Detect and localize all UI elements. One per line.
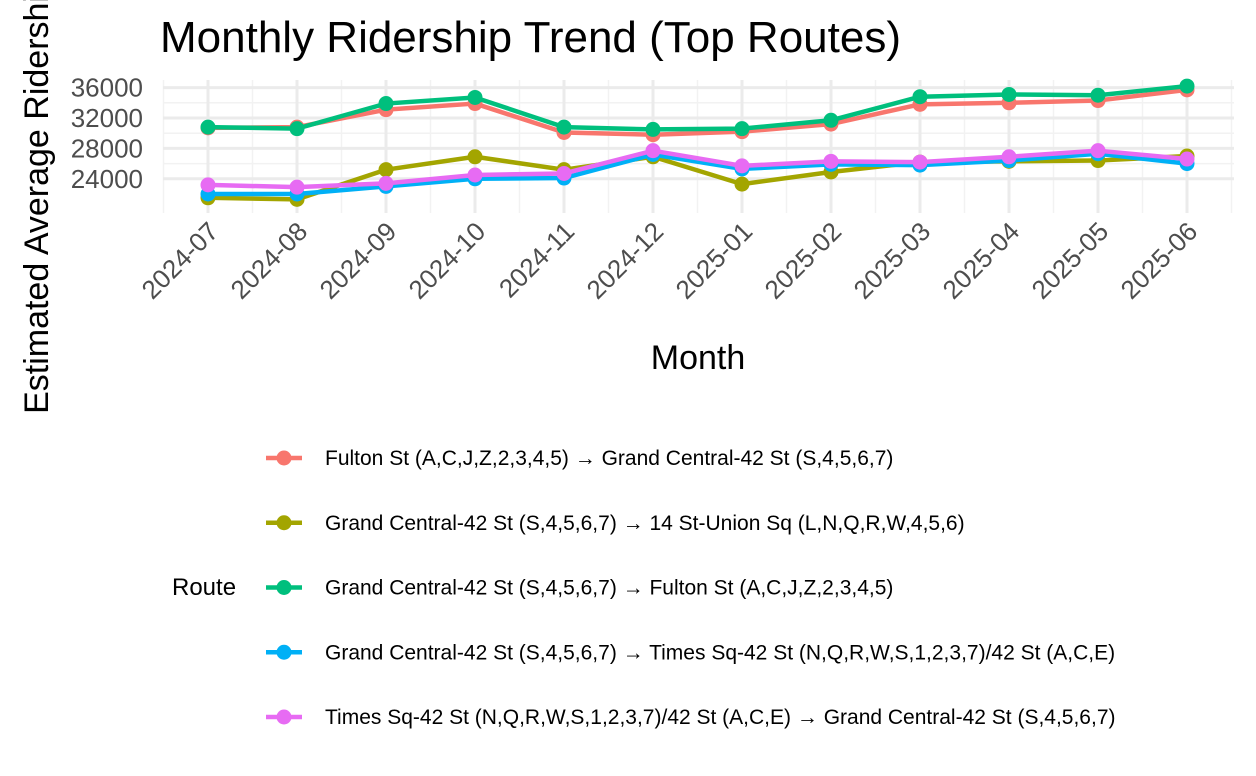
legend-title: Route <box>172 574 236 601</box>
x-tick-label: 2024-12 <box>581 216 670 305</box>
x-tick-label: 2024-11 <box>493 216 580 303</box>
data-point <box>823 153 839 169</box>
data-point <box>1001 86 1017 102</box>
x-tick-label: 2025-01 <box>670 216 759 305</box>
y-tick-label: 24000 <box>71 164 143 194</box>
legend-key-point <box>276 644 292 660</box>
series-line <box>207 148 1188 190</box>
series-lines <box>200 78 1195 207</box>
data-point <box>1001 149 1017 165</box>
x-tick-label: 2024-10 <box>403 216 492 305</box>
data-point <box>467 167 483 183</box>
data-point <box>823 112 839 128</box>
x-tick-label: 2025-03 <box>848 216 937 305</box>
y-tick-label: 36000 <box>71 73 143 103</box>
data-point <box>1179 78 1195 94</box>
series-4 <box>200 143 1195 195</box>
x-axis-ticks: 2024-07 2024-08 2024-09 2024-10 2024-11 2024-… <box>136 216 1204 305</box>
data-point <box>467 89 483 105</box>
legend-label: Fulton St (A,C,J,Z,2,3,4,5) → Grand Cent… <box>325 447 893 470</box>
legend-entry: Fulton St (A,C,J,Z,2,3,4,5) → Grand Cent… <box>266 447 893 470</box>
data-point <box>1179 151 1195 167</box>
legend-label: Grand Central-42 St (S,4,5,6,7) → Fulton… <box>325 577 893 600</box>
legend-entry: Grand Central-42 St (S,4,5,6,7) → Fulton… <box>266 577 893 600</box>
legend-key-point <box>276 580 292 595</box>
data-point <box>645 143 661 159</box>
legend-label: Grand Central-42 St (S,4,5,6,7) → 14 St-… <box>325 512 965 535</box>
x-tick-label: 2025-06 <box>1115 216 1204 305</box>
data-point <box>645 121 661 137</box>
legend-key-point <box>276 450 292 466</box>
data-point <box>1090 143 1106 159</box>
data-point <box>1090 87 1106 103</box>
data-point <box>556 165 572 181</box>
x-tick-label: 2024-08 <box>225 216 314 305</box>
legend-label: Times Sq-42 St (N,Q,R,W,S,1,2,3,7)/42 St… <box>325 706 1116 729</box>
x-tick-label: 2025-05 <box>1026 216 1115 305</box>
data-point <box>378 162 394 178</box>
y-tick-label: 28000 <box>71 133 143 163</box>
series-2 <box>200 78 1195 137</box>
x-axis-title: Month <box>651 339 746 377</box>
legend-label: Grand Central-42 St (S,4,5,6,7) → Times … <box>325 641 1115 664</box>
data-point <box>734 121 750 137</box>
legend-entry: Times Sq-42 St (N,Q,R,W,S,1,2,3,7)/42 St… <box>266 706 1116 729</box>
legend-entry: Grand Central-42 St (S,4,5,6,7) → Times … <box>266 641 1115 664</box>
legend-key-point <box>276 515 292 531</box>
x-tick-label: 2024-07 <box>136 216 225 305</box>
data-point <box>734 176 750 192</box>
data-point <box>378 175 394 191</box>
data-point <box>467 149 483 165</box>
data-point <box>200 119 216 135</box>
data-point <box>289 179 305 195</box>
data-point <box>912 89 928 105</box>
legend-key-point <box>276 709 292 725</box>
legend-entry: Grand Central-42 St (S,4,5,6,7) → 14 St-… <box>266 512 965 535</box>
x-tick-label: 2025-04 <box>937 216 1026 305</box>
x-tick-label: 2025-02 <box>759 216 848 305</box>
x-tick-label: 2024-09 <box>314 216 403 305</box>
series-line <box>207 87 1188 137</box>
legend: Route Fulton St (A,C,J,Z,2,3,4,5) → Gran… <box>172 447 1116 729</box>
chart-title: Monthly Ridership Trend (Top Routes) <box>160 13 901 62</box>
series-line <box>207 83 1188 132</box>
data-point <box>734 158 750 174</box>
data-point <box>912 154 928 170</box>
data-point <box>289 121 305 137</box>
y-tick-label: 32000 <box>71 103 143 133</box>
data-point <box>556 119 572 135</box>
series-line <box>208 151 1188 197</box>
data-point <box>200 177 216 193</box>
data-point <box>378 96 394 112</box>
y-axis-title: Estimated Average Ridership <box>18 0 56 414</box>
